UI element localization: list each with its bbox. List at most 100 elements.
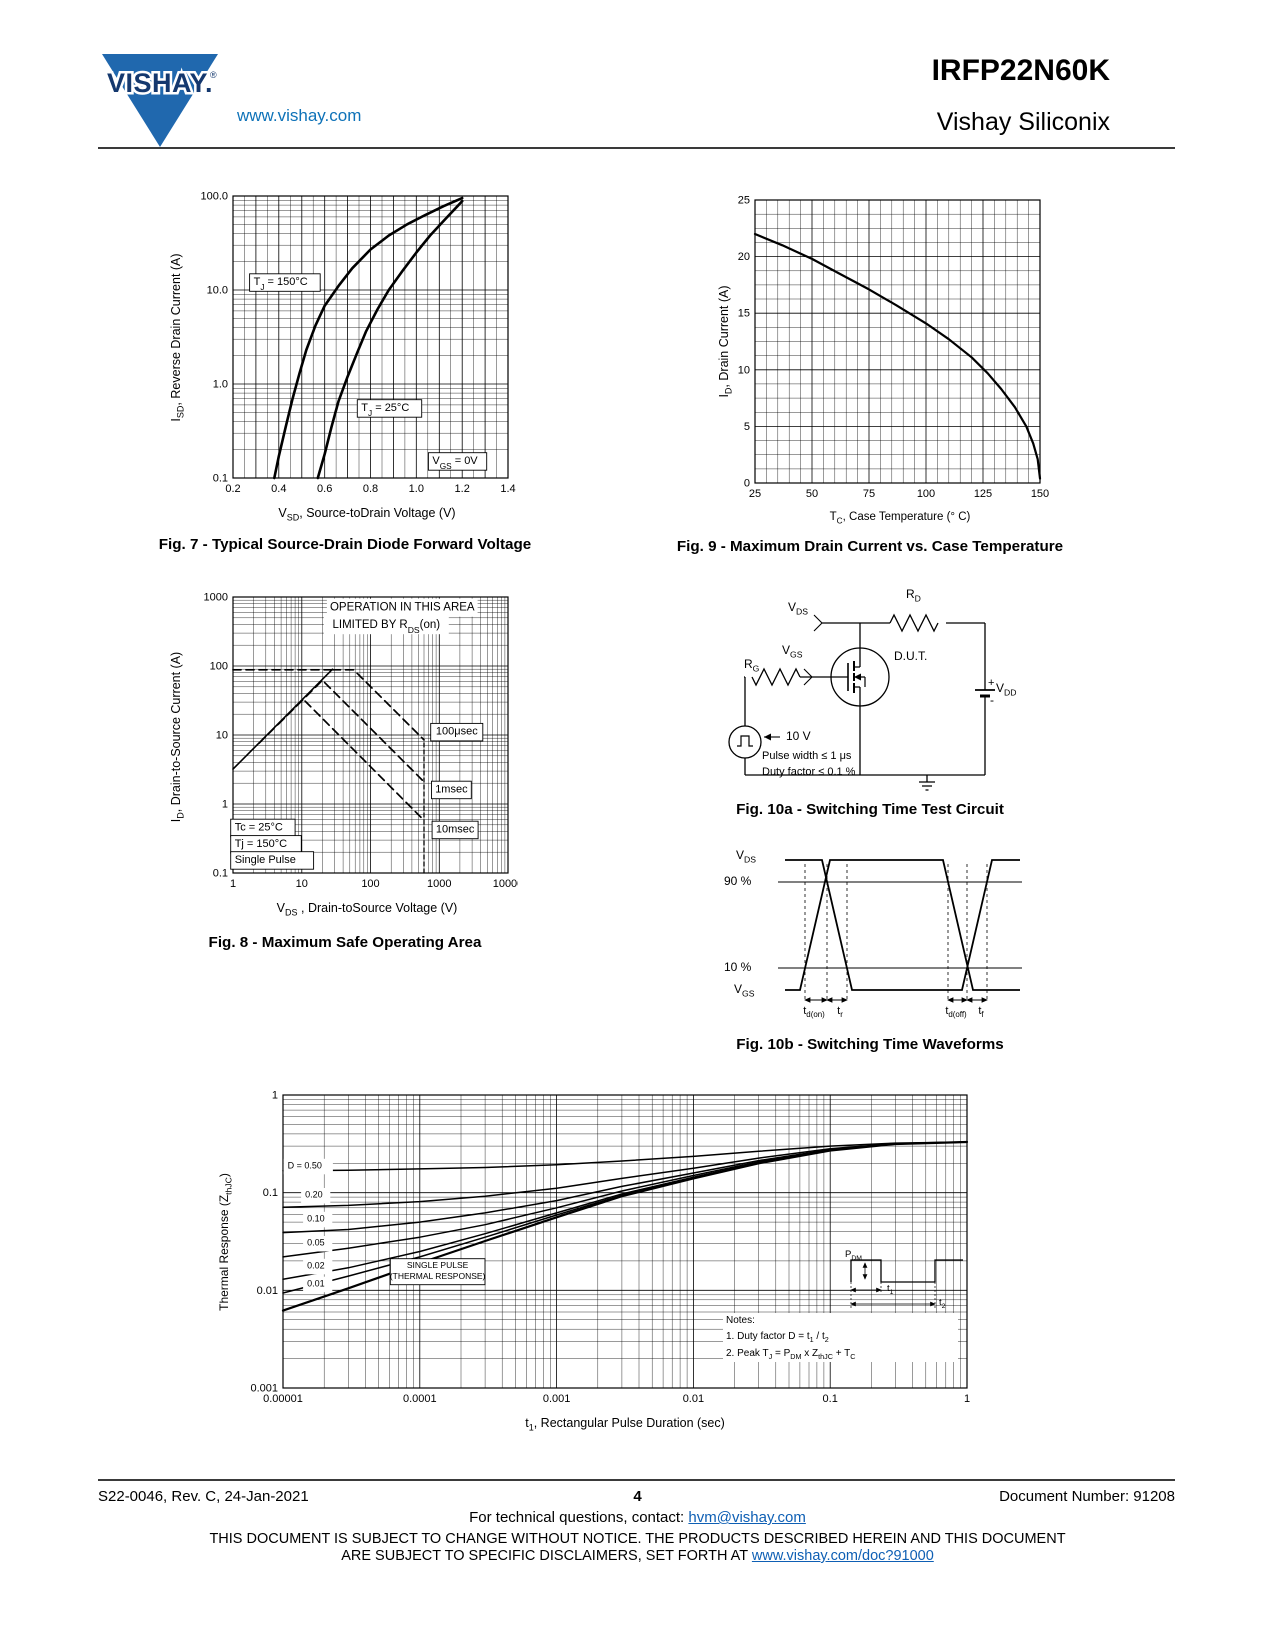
vgs-label: VGS <box>782 643 803 660</box>
svg-text:1: 1 <box>964 1393 970 1405</box>
svg-text:0.1: 0.1 <box>263 1187 278 1199</box>
svg-text:1.4: 1.4 <box>500 483 515 495</box>
svg-text:1.0: 1.0 <box>213 379 228 391</box>
header-rule <box>98 147 1175 149</box>
t2-label: t2 <box>939 1297 946 1310</box>
svg-text:100: 100 <box>917 488 935 500</box>
vgs-trace <box>785 859 1020 991</box>
svg-text:10: 10 <box>216 730 228 742</box>
tf-label: tf <box>978 1005 984 1020</box>
svg-text:100μsec: 100μsec <box>436 726 478 738</box>
svg-text:1: 1 <box>222 799 228 811</box>
circuit-diagram-svg <box>728 613 995 791</box>
svg-text:0.6: 0.6 <box>317 483 332 495</box>
thermal-notes: Notes: 1. Duty factor D = t1 / t2 2. Pea… <box>723 1313 958 1363</box>
vds-label: VDS <box>788 600 808 617</box>
footer-contact-line: For technical questions, contact: hvm@vi… <box>0 1509 1275 1526</box>
disclaimer-line1: THIS DOCUMENT IS SUBJECT TO CHANGE WITHO… <box>209 1531 1066 1547</box>
wave-vds-label: VDS <box>736 848 756 865</box>
svg-text:100.0: 100.0 <box>200 191 228 203</box>
timing-dashed-lines <box>804 864 988 1002</box>
disclaimer-line2: ARE SUBJECT TO SPECIFIC DISCLAIMERS, SET… <box>0 1548 1275 1564</box>
fig9-caption: Fig. 9 - Maximum Drain Current vs. Case … <box>676 538 1064 556</box>
footer-doc-number: Document Number: 91208 <box>999 1488 1175 1505</box>
svg-text:10.0: 10.0 <box>207 285 228 297</box>
svg-text:75: 75 <box>863 488 875 500</box>
circuit-wires <box>744 613 986 776</box>
fig9-y-axis-label: ID, Drain Current (A) <box>717 285 734 398</box>
inset-dimension-arrows <box>850 1262 936 1307</box>
dut-label: D.U.T. <box>894 649 928 663</box>
vishay-website-link[interactable]: www.vishay.com <box>237 106 362 125</box>
svg-text:0.01: 0.01 <box>257 1285 278 1297</box>
svg-text:0.1: 0.1 <box>823 1393 838 1405</box>
svg-text:0.05: 0.05 <box>307 1238 325 1248</box>
part-number: IRFP22N60K <box>931 54 1110 87</box>
t1-label: t1 <box>887 1283 894 1296</box>
rg-label: RG <box>744 657 760 674</box>
svg-text:0.00001: 0.00001 <box>263 1393 303 1405</box>
svg-text:Single Pulse: Single Pulse <box>235 854 296 866</box>
svg-text:150: 150 <box>1031 488 1049 500</box>
svg-text:1000: 1000 <box>204 592 228 604</box>
notes-title: Notes: <box>726 1315 755 1326</box>
svg-text:OPERATION IN THIS AREA: OPERATION IN THIS AREA <box>330 602 475 614</box>
figure-9: ID, Drain Current (A) 25 50 75 100 125 150 0 5 1… <box>677 192 1063 556</box>
vds-probe-arrow <box>813 614 823 632</box>
figure-7: ISD, Reverse Drain Current (A) 0.2 0.4 0.6… <box>150 188 540 553</box>
fig7-x-axis-label: VSD, Source-toDrain Voltage (V) <box>278 506 456 523</box>
fig8-caption: Fig. 8 - Maximum Safe Operating Area <box>208 933 482 951</box>
wave-90pct-label: 90 % <box>724 874 752 888</box>
note-2: 2. Peak TJ = PDM x ZthJC + TC <box>726 1347 856 1361</box>
thermal-x-axis-label: t1, Rectangular Pulse Duration (sec) <box>525 1416 725 1433</box>
svg-text:(THERMAL RESPONSE): (THERMAL RESPONSE) <box>390 1271 486 1281</box>
fig8-x-axis-label: VDS , Drain-toSource Voltage (V) <box>276 901 458 918</box>
svg-text:0.02: 0.02 <box>307 1261 325 1271</box>
vishay-logo: VISHAY. ® <box>98 50 222 152</box>
figure-10a: RD VDS D.U.T. VGS RG 10 V Pulse width ≤ … <box>700 585 1040 818</box>
fig7-plot: ISD, Reverse Drain Current (A) 0.2 0.4 0.6… <box>169 188 518 504</box>
logo-reg-mark: ® <box>210 70 217 80</box>
division-name: Vishay Siliconix <box>936 108 1110 136</box>
svg-text:50: 50 <box>806 488 818 500</box>
footer-contact-text: For technical questions, contact: <box>469 1509 689 1526</box>
ten-v-label: 10 V <box>786 729 811 743</box>
fig7-y-axis-label: ISD, Reverse Drain Current (A) <box>169 253 186 422</box>
ten-v-arrowhead <box>764 733 771 741</box>
disclaimer-doc-link[interactable]: www.vishay.com/doc?91000 <box>751 1548 934 1564</box>
battery-symbol <box>975 689 995 698</box>
thermal-chart-svg: 0.00001 0.0001 0.001 0.01 0.1 1 0.001 0.01 0.1 1 D… <box>250 1090 970 1406</box>
switching-test-circuit: RD VDS D.U.T. VGS RG 10 V Pulse width ≤ … <box>700 585 1040 793</box>
figure-8: ID, Drain-to-Source Current (A) 1 10 100 10… <box>150 589 540 951</box>
svg-text:1.0: 1.0 <box>409 483 424 495</box>
mosfet-symbol <box>830 647 890 707</box>
svg-text:20: 20 <box>738 251 750 263</box>
fig10b-caption: Fig. 10b - Switching Time Waveforms <box>736 1036 1004 1053</box>
svg-text:5: 5 <box>744 421 750 433</box>
ground-symbol <box>919 775 935 791</box>
duty-factor-label: Duty factor ≤ 0.1 % <box>762 766 856 778</box>
svg-text:0.1: 0.1 <box>213 868 228 880</box>
svg-text:25: 25 <box>749 488 761 500</box>
svg-text:10: 10 <box>738 364 750 376</box>
svg-text:SINGLE PULSE: SINGLE PULSE <box>407 1260 469 1270</box>
footer-page-number: 4 <box>633 1488 642 1505</box>
fig9-chart-svg: 25 50 75 100 125 150 0 5 10 15 20 25 <box>738 195 1049 501</box>
pulse-width-label: Pulse width ≤ 1 μs <box>762 750 852 762</box>
svg-text:Tj = 150°C: Tj = 150°C <box>235 838 287 850</box>
svg-text:0.001: 0.001 <box>543 1393 571 1405</box>
footer-contact-link[interactable]: hvm@vishay.com <box>688 1509 806 1526</box>
waveform-svg <box>778 859 1022 1003</box>
note-1: 1. Duty factor D = t1 / t2 <box>726 1331 829 1344</box>
fig10a-caption: Fig. 10a - Switching Time Test Circuit <box>736 801 1004 818</box>
pulse-definition-inset: PDM t1 t2 <box>845 1249 990 1314</box>
battery-plus-label: + <box>988 677 995 689</box>
svg-text:0.1: 0.1 <box>213 473 228 485</box>
svg-text:0.01: 0.01 <box>307 1278 325 1288</box>
svg-text:125: 125 <box>974 488 992 500</box>
svg-text:10msec: 10msec <box>436 824 475 836</box>
svg-text:VGS = 0V: VGS = 0V <box>432 455 478 471</box>
svg-text:1.2: 1.2 <box>455 483 470 495</box>
fig7-chart-svg: 0.2 0.4 0.6 0.8 1.0 1.2 1.4 0.1 1.0 10.0 100.0 TJ =… <box>200 191 515 496</box>
vds-trace <box>785 859 1020 991</box>
